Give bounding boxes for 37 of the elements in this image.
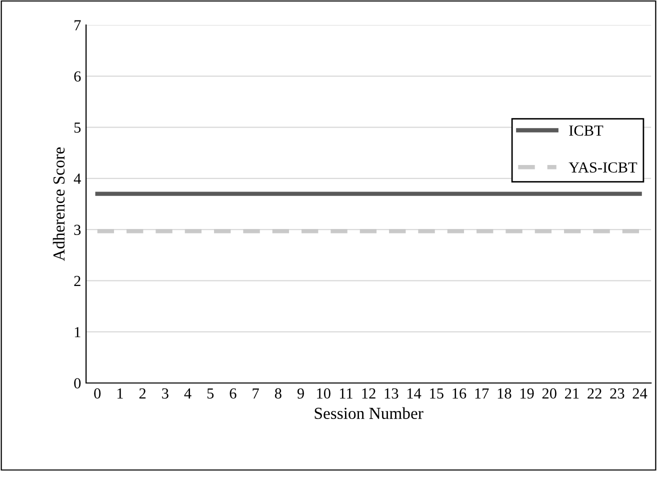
legend-label: ICBT bbox=[569, 125, 604, 136]
y-tick-label: 4 bbox=[74, 174, 81, 184]
x-tick-label: 6 bbox=[230, 388, 236, 399]
x-tick-label: 16 bbox=[452, 388, 466, 399]
x-tick-label: 4 bbox=[184, 388, 192, 398]
x-tick-label: 8 bbox=[274, 388, 282, 399]
y-tick-label: 1 bbox=[74, 327, 80, 338]
legend-label: YAS-ICBT bbox=[568, 162, 638, 173]
x-tick-label: 21 bbox=[565, 388, 579, 398]
y-axis-title: Adherence Score bbox=[52, 147, 65, 261]
x-tick-label: 17 bbox=[475, 388, 489, 398]
x-tick-label: 19 bbox=[520, 388, 534, 399]
x-tick-label: 14 bbox=[407, 388, 422, 398]
x-tick-label: 2 bbox=[139, 388, 146, 398]
y-tick-label: 3 bbox=[74, 224, 81, 236]
x-tick-label: 22 bbox=[588, 388, 602, 398]
x-tick-label: 15 bbox=[430, 388, 444, 399]
x-tick-label: 1 bbox=[117, 388, 123, 398]
x-tick-label: 9 bbox=[297, 388, 304, 399]
y-tick-label: 5 bbox=[74, 122, 81, 133]
x-tick-label: 11 bbox=[340, 388, 352, 398]
x-tick-label: 24 bbox=[632, 388, 648, 398]
x-tick-label: 10 bbox=[317, 388, 330, 399]
x-tick-label: 12 bbox=[362, 388, 376, 398]
x-tick-label: 3 bbox=[162, 388, 168, 399]
x-tick-label: 0 bbox=[94, 388, 101, 399]
y-tick-label: 0 bbox=[74, 378, 81, 388]
x-tick-label: 13 bbox=[384, 388, 398, 399]
x-tick-label: 7 bbox=[252, 388, 259, 398]
y-tick-label: 2 bbox=[74, 276, 80, 286]
x-tick-label: 23 bbox=[610, 388, 624, 399]
x-axis-title: Session Number bbox=[314, 407, 424, 419]
x-tick-label: 18 bbox=[498, 388, 512, 399]
x-tick-label: 20 bbox=[542, 388, 556, 399]
y-tick-label: 7 bbox=[74, 20, 81, 30]
y-tick-label: 6 bbox=[74, 71, 81, 82]
x-tick-label: 5 bbox=[207, 388, 214, 399]
